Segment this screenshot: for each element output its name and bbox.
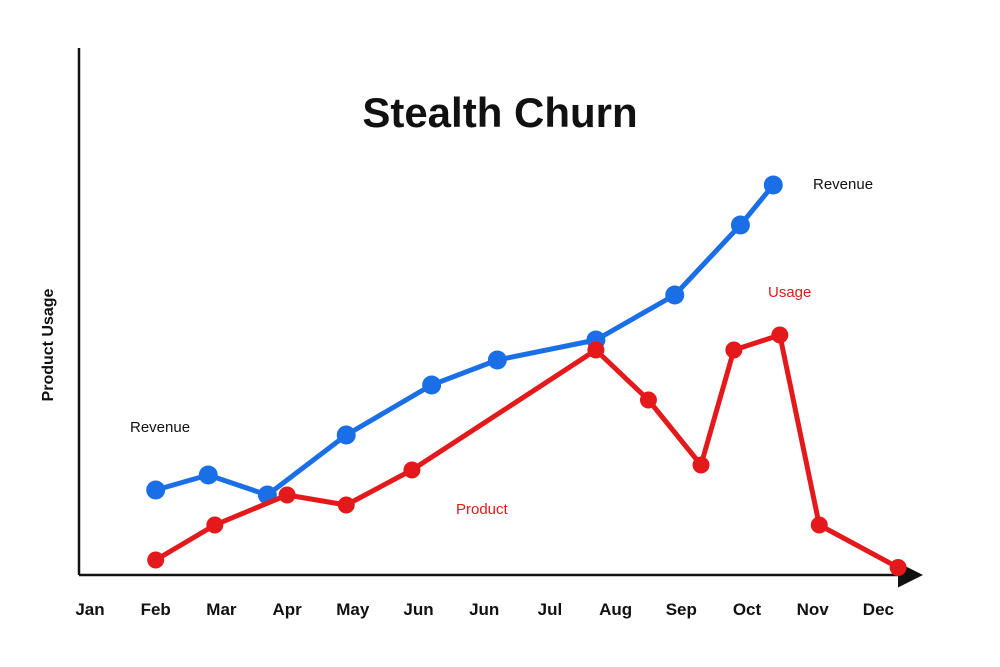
usage-data-point bbox=[725, 341, 743, 359]
x-tick-label: May bbox=[336, 600, 370, 619]
x-tick-label: Nov bbox=[797, 600, 830, 619]
usage-data-point bbox=[889, 559, 907, 576]
revenue-data-point bbox=[146, 480, 166, 500]
usage-series-line bbox=[153, 332, 901, 570]
revenue-data-point bbox=[336, 425, 356, 445]
x-tick-label: Sep bbox=[666, 600, 697, 619]
product-label: Product bbox=[456, 501, 509, 518]
x-tick-label: Apr bbox=[272, 600, 302, 619]
x-tick-label: Oct bbox=[733, 600, 762, 619]
usage-data-point bbox=[587, 341, 605, 359]
usage-data-point bbox=[147, 551, 165, 569]
usage-data-point bbox=[278, 486, 296, 504]
usage-label: Usage bbox=[768, 284, 811, 301]
usage-data-point bbox=[771, 326, 789, 344]
revenue-data-point bbox=[730, 215, 750, 235]
revenue-data-point bbox=[763, 175, 783, 195]
revenue-label-right: Revenue bbox=[813, 176, 873, 193]
usage-data-point bbox=[639, 391, 657, 409]
y-axis-label: Product Usage bbox=[40, 288, 57, 401]
usage-data-point bbox=[337, 496, 355, 514]
chart-title: Stealth Churn bbox=[362, 89, 637, 136]
revenue-data-point bbox=[487, 350, 507, 370]
x-tick-label: Jun bbox=[469, 600, 499, 619]
x-tick-label: Mar bbox=[206, 600, 237, 619]
revenue-data-point bbox=[198, 465, 218, 485]
x-tick-label: Jul bbox=[538, 600, 563, 619]
revenue-label-left: Revenue bbox=[130, 419, 190, 436]
revenue-data-point bbox=[422, 375, 442, 395]
usage-data-point bbox=[403, 461, 421, 479]
series-layer bbox=[146, 175, 907, 576]
usage-data-point bbox=[692, 456, 710, 474]
x-tick-labels: Jan Feb Mar Apr May Jun Jun Jul Aug Sep Oct Nov Dec bbox=[75, 600, 894, 619]
revenue-data-point bbox=[665, 285, 685, 305]
x-tick-label: Feb bbox=[141, 600, 171, 619]
x-tick-label: Jan bbox=[75, 600, 104, 619]
x-tick-label: Jun bbox=[403, 600, 433, 619]
revenue-series-line bbox=[153, 182, 776, 498]
x-tick-label: Aug bbox=[599, 600, 632, 619]
usage-data-point bbox=[810, 516, 828, 534]
x-tick-label: Dec bbox=[863, 600, 894, 619]
usage-data-point bbox=[206, 516, 224, 534]
